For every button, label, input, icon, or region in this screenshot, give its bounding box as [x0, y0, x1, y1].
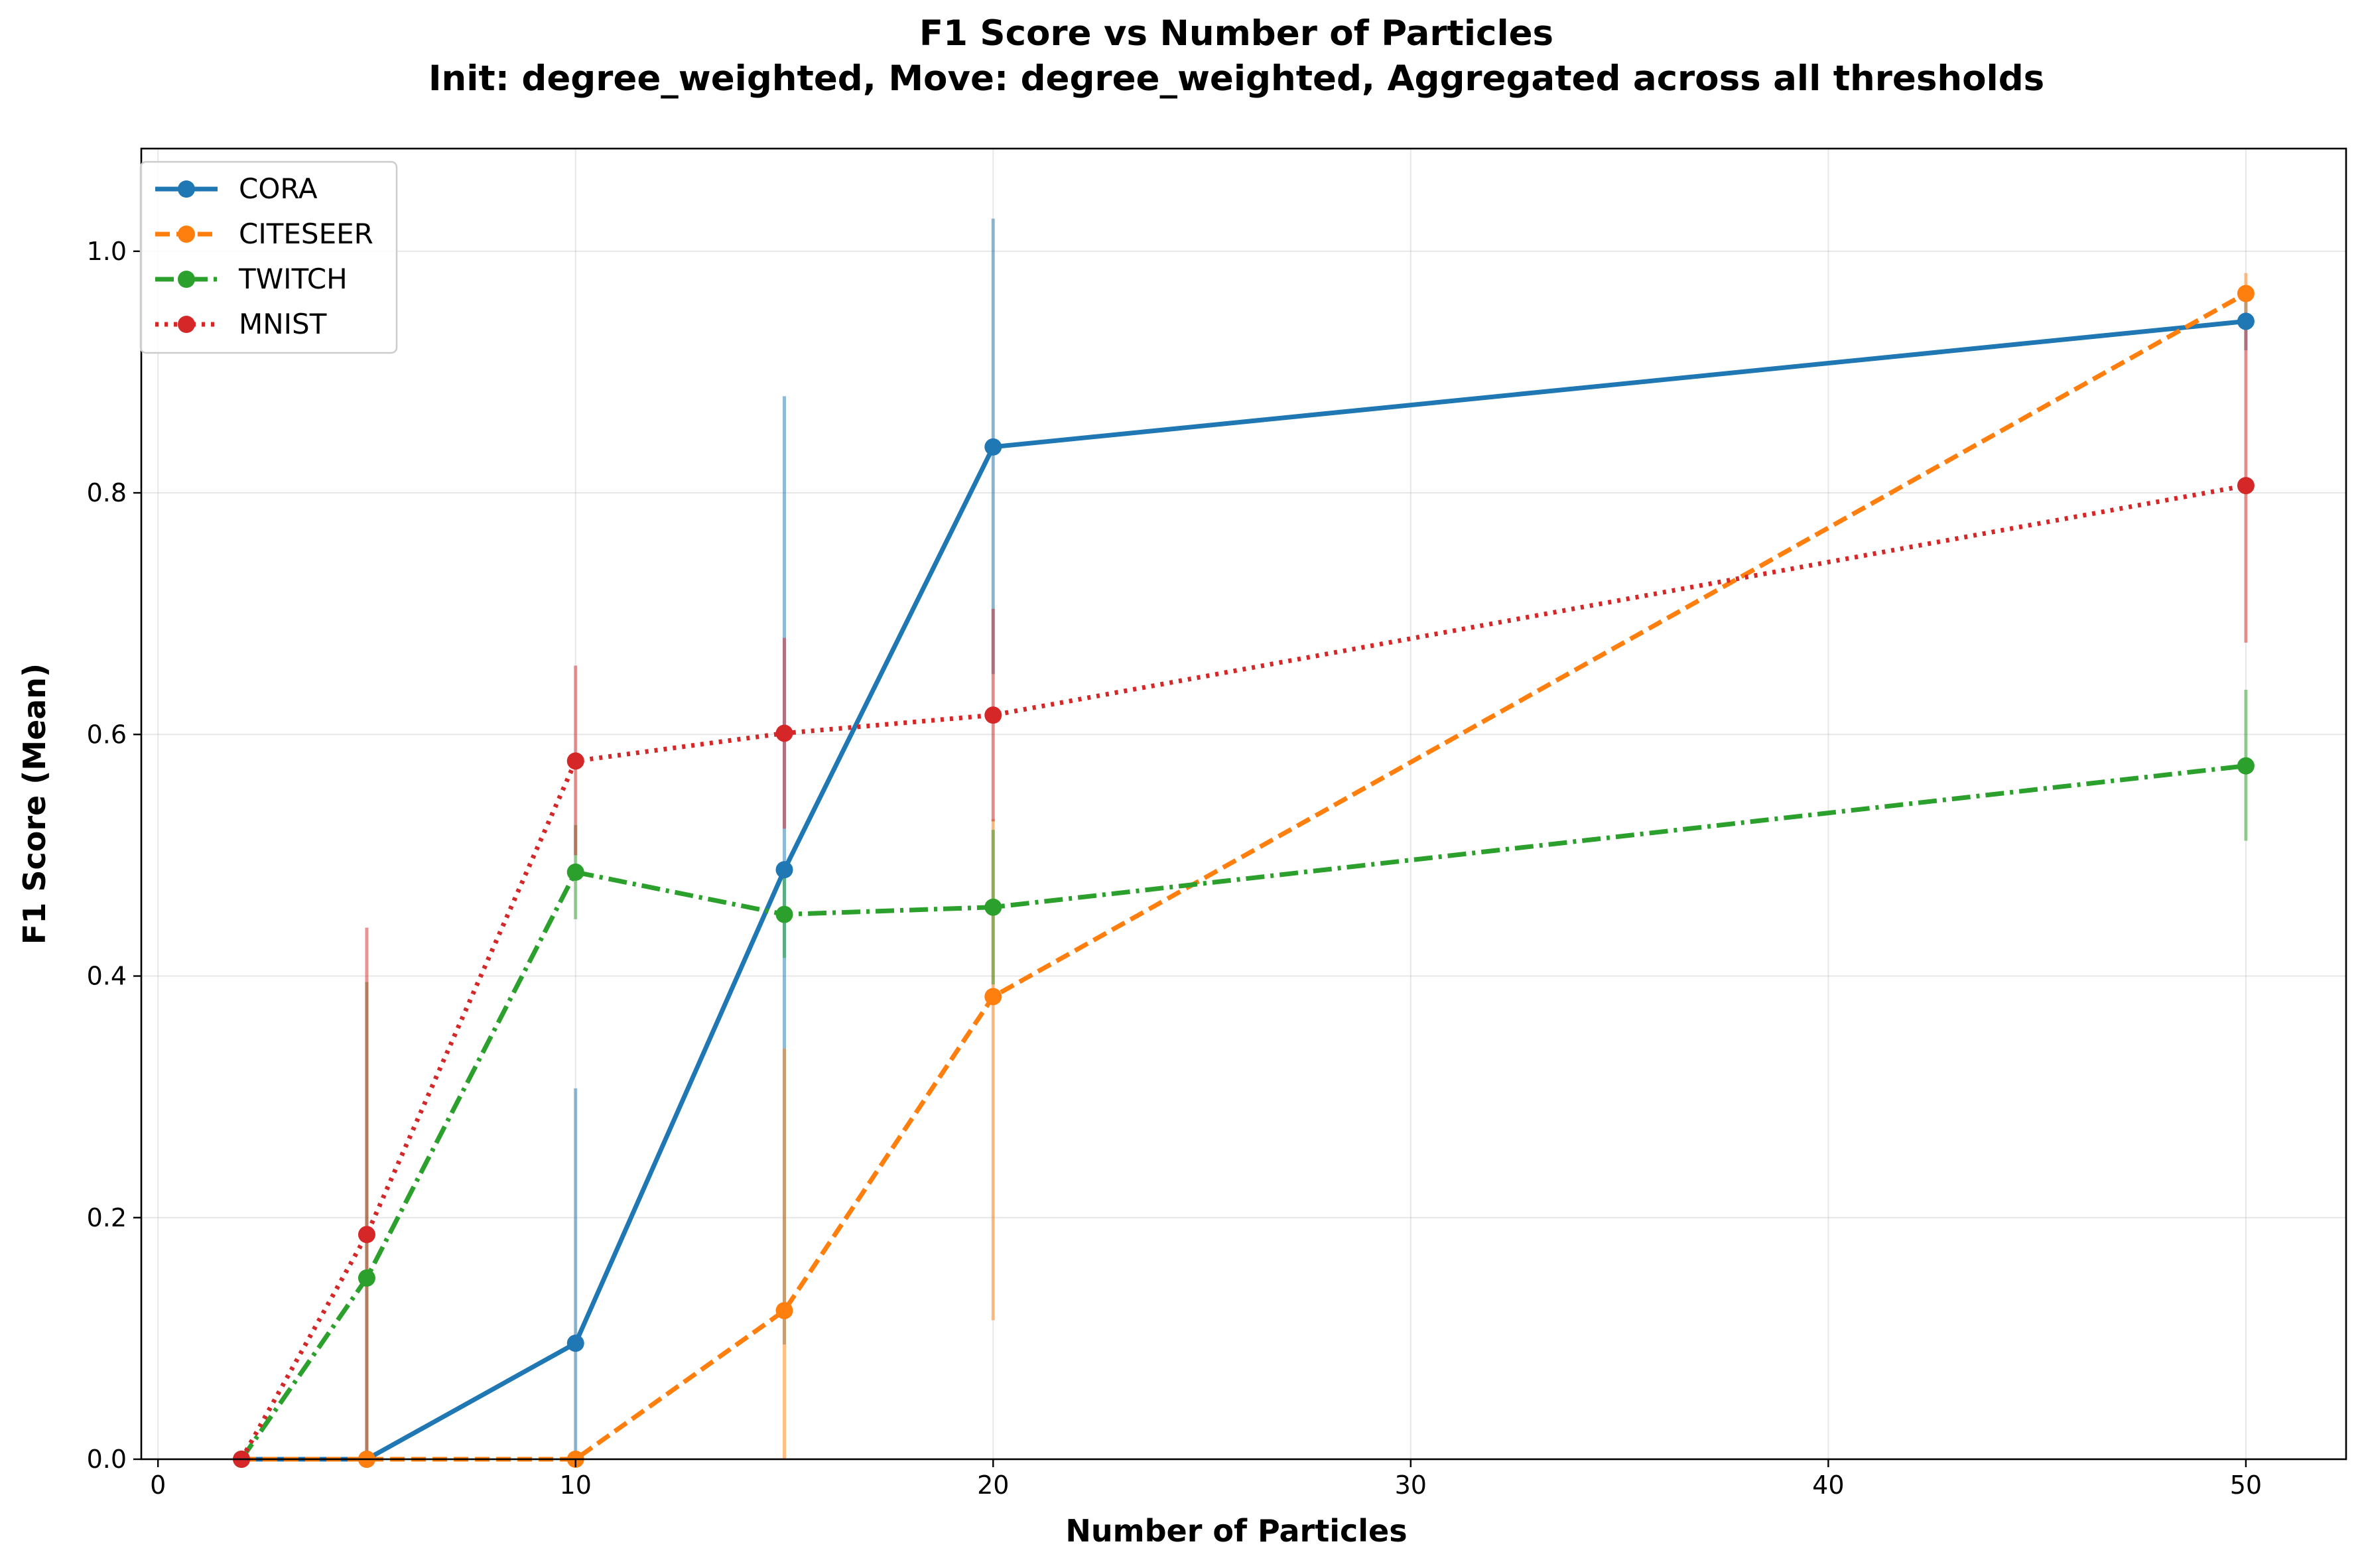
- mnist-point: [358, 1226, 375, 1244]
- plot-frame: [140, 147, 2347, 1461]
- twitch-point: [358, 1269, 375, 1287]
- ticks-layer: 0 10 20 30 40 50 0.0 0.2 0.4 0.6 0.8 1.0: [87, 237, 2263, 1500]
- y-tick-label: 0.0: [87, 1445, 127, 1474]
- x-tick-label: 0: [150, 1470, 166, 1500]
- y-tick-label: 0.4: [87, 962, 127, 991]
- legend: CORA CITESEER TWITCH MNIST: [139, 161, 398, 354]
- legend-label-twitch: TWITCH: [238, 263, 348, 295]
- y-tick-label: 0.8: [87, 478, 127, 507]
- twitch-line: [239, 763, 2247, 1461]
- legend-marker-twitch: [178, 271, 195, 288]
- citeseer-point: [984, 988, 1002, 1006]
- x-tick-label: 40: [1812, 1470, 1844, 1500]
- mnist-point: [984, 706, 1002, 724]
- y-axis-label: F1 Score (Mean): [17, 663, 52, 945]
- citeseer-point: [775, 1301, 793, 1319]
- legend-label-mnist: MNIST: [239, 308, 327, 340]
- twitch-point: [775, 905, 793, 923]
- mnist-point: [775, 724, 793, 742]
- x-tick-label: 50: [2230, 1470, 2262, 1500]
- x-tick-label: 20: [977, 1470, 1009, 1500]
- x-tick-label: 30: [1395, 1470, 1427, 1500]
- legend-label-cora: CORA: [239, 172, 318, 205]
- citeseer-point: [2237, 285, 2255, 302]
- twitch-point: [984, 898, 1002, 916]
- cora-point: [775, 861, 793, 879]
- y-tick-label: 0.2: [87, 1203, 127, 1232]
- mnist-line: [239, 483, 2247, 1461]
- chart-title: F1 Score vs Number of Particles: [919, 13, 1553, 54]
- y-tick-label: 0.6: [87, 720, 127, 749]
- y-tick-label: 1.0: [87, 237, 127, 266]
- cora-point: [566, 1335, 584, 1352]
- twitch-point: [566, 863, 584, 881]
- chart-subtitle: Init: degree_weighted, Move: degree_weig…: [428, 58, 2044, 99]
- x-axis-label: Number of Particles: [1065, 1513, 1407, 1549]
- legend-marker-mnist: [178, 316, 195, 333]
- mnist-point: [566, 752, 584, 770]
- legend-marker-citeseer: [178, 226, 195, 243]
- legend-box: [139, 161, 398, 354]
- legend-label-citeseer: CITESEER: [239, 218, 373, 250]
- twitch-point: [2237, 757, 2255, 775]
- mnist-point: [2237, 477, 2255, 495]
- cora-point: [2237, 312, 2255, 330]
- cora-point: [984, 438, 1002, 456]
- x-tick-label: 10: [560, 1470, 592, 1500]
- legend-marker-cora: [178, 180, 195, 198]
